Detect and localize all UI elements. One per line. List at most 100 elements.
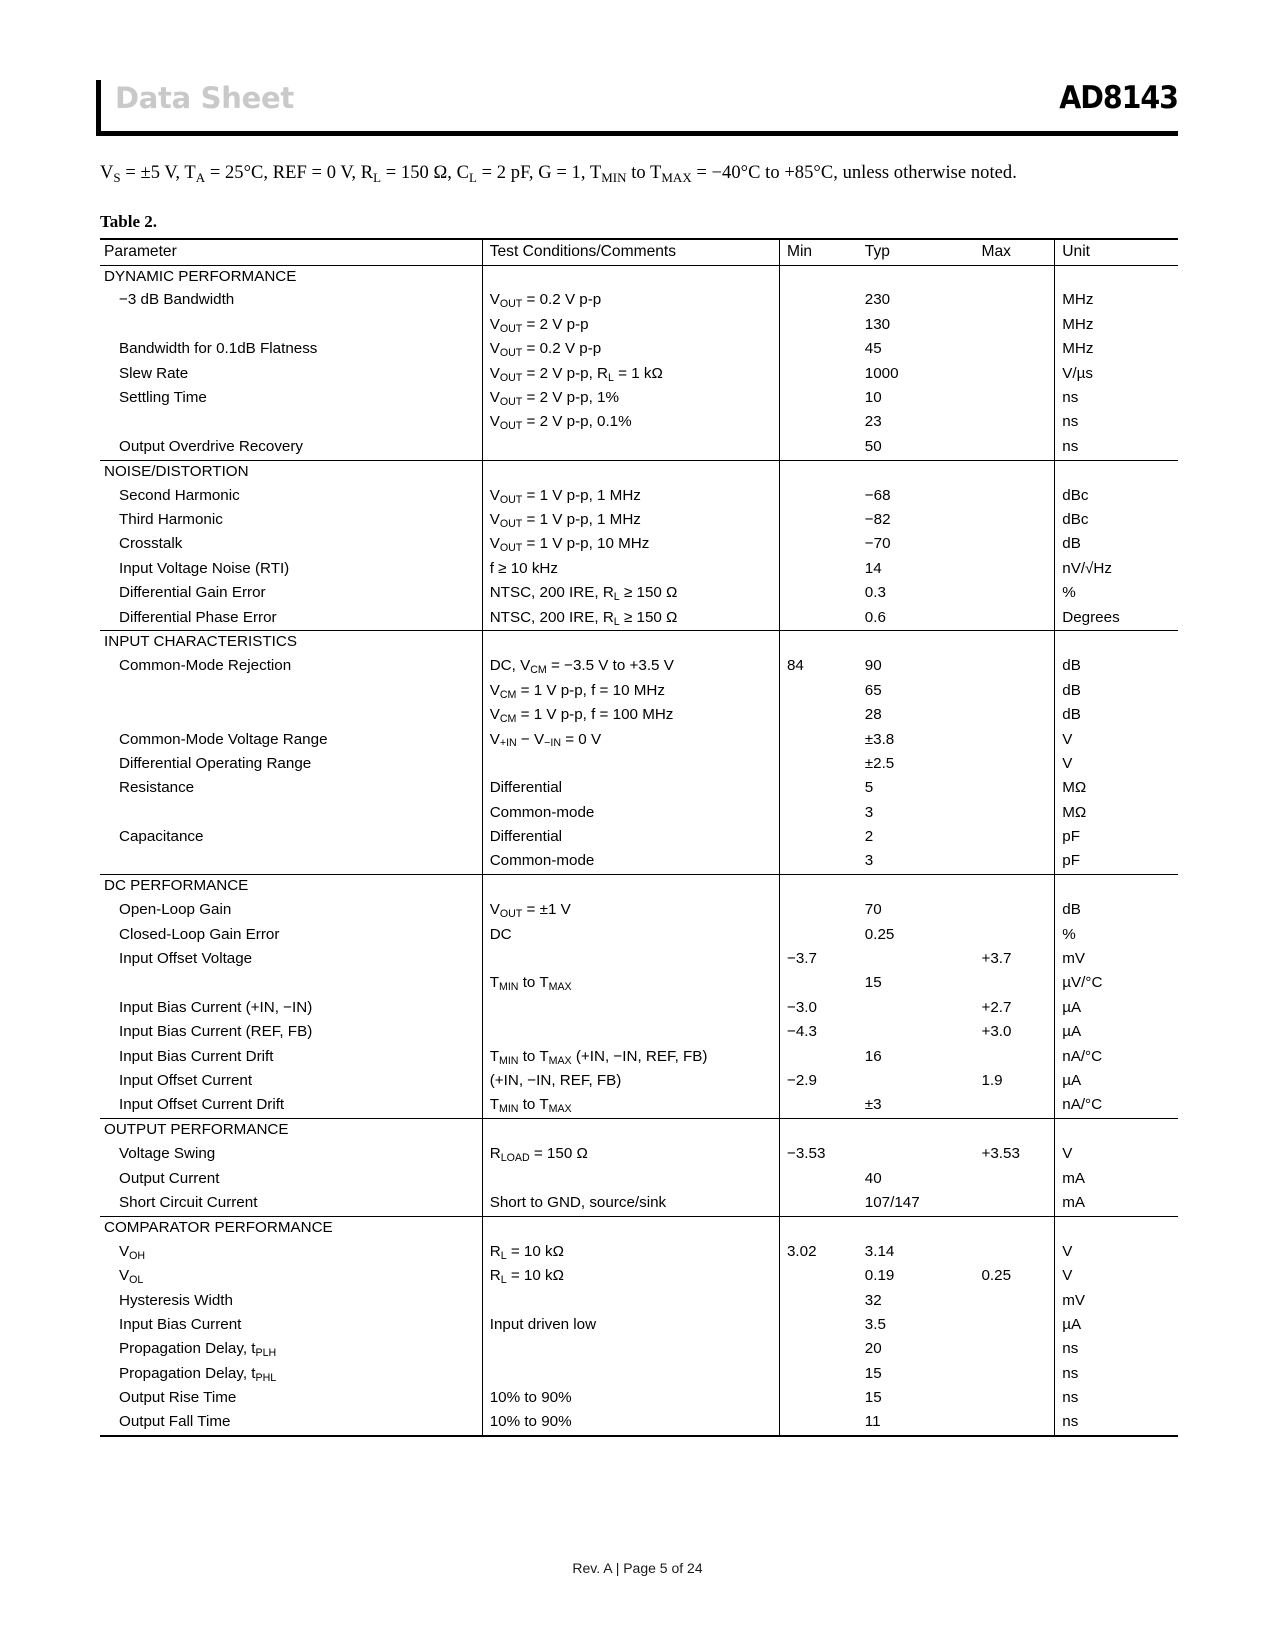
cell-unit: nA/°C [1054,1045,1178,1070]
cell-unit-text: V [1062,730,1073,748]
cell-min [778,1167,858,1192]
table-row: Propagation Delay, tPLH 20 ns [100,1338,1178,1363]
table-section-row: NOISE/DISTORTION [100,459,1178,485]
cell-max-text: 0.25 [981,1267,1012,1285]
cell-unit: mV [1054,1289,1178,1314]
cell-parameter: VOH [100,1241,482,1265]
cell-parameter-text: NOISE/DISTORTION [104,462,249,480]
cell-typ: 5 [858,777,975,801]
table-row: VCM = 1 V p-p, f = 100 MHz 28 dB [100,704,1178,729]
cell-max-text [974,1290,1054,1311]
cell-max [974,314,1054,338]
cell-unit-text: ns [1062,1340,1079,1358]
cell-typ: 50 [858,436,975,460]
cell-parameter: NOISE/DISTORTION [100,459,483,485]
table-row: Differential Phase Error NTSC, 200 IRE, R… [100,606,1178,631]
cell-typ-text [858,266,975,287]
cell-parameter [100,704,482,728]
cell-conditions-text: Common-mode [489,803,595,821]
cell-typ [858,265,975,289]
cell-unit-text: dB [1062,657,1081,675]
cell-conditions: VOUT = 2 V p-p, 1% [481,387,780,412]
cell-parameter: COMPARATOR PERFORMANCE [100,1215,483,1241]
cell-max [974,1046,1054,1070]
cell-typ [857,1118,975,1144]
cell-unit: pF [1054,826,1178,851]
cell-typ: 3.5 [858,1314,975,1338]
cell-conditions-text: Common-mode [489,852,595,870]
table-section-row: COMPARATOR PERFORMANCE [100,1215,1178,1241]
cell-min-text [780,826,858,847]
cell-parameter: Input Bias Current (+IN, −IN) [100,997,482,1021]
cell-parameter-text: Propagation Delay, tPHL [119,1364,277,1384]
cell-typ: ±3.8 [858,729,975,753]
cell-max-text [974,363,1054,384]
cell-conditions-text [483,1168,779,1189]
cell-min-text [780,1168,858,1189]
cell-typ-text: ±3.8 [864,730,895,748]
cell-conditions: VOUT = 2 V p-p [481,313,780,339]
cell-min [778,850,858,875]
cell-typ-text: 0.25 [864,925,895,943]
cell-conditions: RL = 10 kΩ [481,1265,780,1290]
table-row: Input Offset Current (+IN, −IN, REF, FB) −… [100,1069,1178,1095]
cell-unit-text [1055,266,1178,287]
cell-conditions-text [483,1338,779,1359]
cell-conditions: RLOAD = 150 Ω [481,1143,780,1168]
cell-parameter-text: Output Rise Time [119,1389,237,1407]
column-header-typ: Typ [857,237,975,266]
cell-typ-text [858,1217,975,1238]
cell-typ: 1000 [858,363,975,387]
cell-parameter-text [100,802,482,823]
column-header-unit: Unit [1054,237,1178,266]
cell-min [778,387,858,412]
cell-max: +2.7 [974,997,1054,1021]
cell-conditions: Differential [481,826,780,851]
cell-max-text: 1.9 [981,1071,1003,1089]
cell-typ [858,1070,975,1094]
cell-typ [858,1021,975,1045]
table-row: VOH RL = 10 kΩ 3.02 3.14 V [100,1240,1178,1266]
cell-conditions-text: TMIN to TMAX [489,1096,572,1116]
cell-parameter: Settling Time [100,387,482,411]
cell-typ-text: 16 [864,1047,882,1065]
cell-conditions: Input driven low [481,1313,780,1339]
cell-parameter-text: VOH [119,1242,146,1262]
column-header-conditions: Test Conditions/Comments [481,237,780,266]
cell-min-text [780,314,858,335]
cell-max-text [974,850,1054,871]
cell-min [778,1313,858,1339]
cell-min-text [780,1192,858,1213]
cell-parameter-text: Second Harmonic [119,486,240,504]
cell-typ-text [858,948,975,969]
cell-conditions [481,1118,780,1144]
cell-parameter: Propagation Delay, tPHL [100,1363,482,1387]
cell-max-text [974,753,1054,774]
cell-max: +3.53 [974,1143,1054,1167]
cell-typ: 0.6 [858,607,975,631]
cell-max [974,826,1054,850]
cell-unit: dB [1054,899,1178,924]
cell-max [974,802,1054,826]
cell-conditions-text: Differential [489,779,563,797]
cell-typ: 0.3 [858,582,975,606]
cell-unit: MHz [1054,289,1178,314]
cell-min-text [780,607,858,628]
cell-parameter [100,802,482,826]
cell-parameter: Input Bias Current (REF, FB) [100,1021,482,1045]
table-row: Propagation Delay, tPHL 15 ns [100,1362,1178,1388]
table-row: Input Bias Current (REF, FB) −4.3 +3.0 µA [100,1021,1178,1046]
cell-unit-text: nA/°C [1062,1096,1103,1114]
cell-unit-text: ns [1062,1413,1079,1431]
cell-typ: ±3 [858,1094,975,1118]
cell-conditions-text: VOUT = 0.2 V p-p [489,340,602,360]
cell-unit: MΩ [1054,777,1178,802]
cell-conditions [481,1021,780,1046]
cell-typ-text: 45 [864,340,882,358]
cell-min: 84 [778,655,858,680]
cell-parameter-text: Differential Phase Error [119,608,277,626]
cell-max-text [974,1192,1054,1213]
cell-conditions-text [483,631,779,652]
table-row: TMIN to TMAX 15 µV/°C [100,972,1178,997]
cell-conditions-text [483,1363,779,1384]
